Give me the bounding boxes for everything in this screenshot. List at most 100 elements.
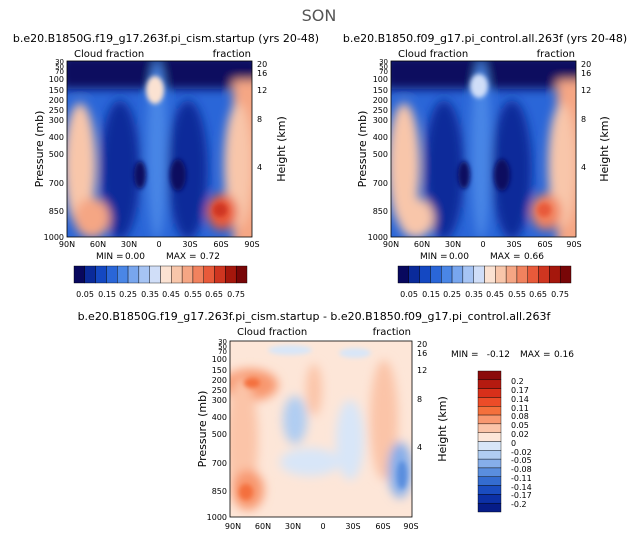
colorbar-label: 0.35: [465, 290, 483, 299]
colorbar-label: 0.75: [551, 290, 569, 299]
subsidence-core-north: [458, 161, 470, 189]
y-tick-label: 850: [373, 207, 388, 216]
max-label: MAX =: [520, 350, 551, 360]
y-tick-label: 1000: [44, 233, 64, 242]
y2-tick-label: 20: [581, 60, 591, 69]
y2-axis-label: Height (km): [598, 116, 611, 182]
y-tick-label: 100: [212, 355, 227, 364]
colorbar-swatch: [477, 370, 502, 381]
y-tick-label: 700: [212, 459, 227, 468]
colorbar-label: 0.05: [400, 290, 418, 299]
colorbar-swatch: [138, 265, 150, 284]
y-tick-label: 150: [373, 86, 388, 95]
y-tick-label: 30: [379, 58, 388, 66]
colorbar-swatch: [203, 265, 215, 284]
colorbar-label: -0.17: [511, 491, 532, 500]
x-tick-label: 30N: [445, 240, 461, 249]
colorbar-label: 0.35: [141, 290, 159, 299]
subsidence-core-north: [134, 161, 146, 189]
colorbar-label: 0.75: [227, 290, 245, 299]
colorbar-swatch: [477, 441, 502, 451]
colorbar-swatch: [477, 494, 502, 504]
colorbar-label: 0.05: [511, 421, 529, 430]
heatmap-field: [230, 341, 412, 517]
y2-axis-ticks: 20 16 12 8 4: [257, 60, 267, 172]
colorbar-swatch: [549, 265, 561, 284]
colorbar-swatch: [477, 423, 502, 433]
y-tick-label: 700: [373, 179, 388, 188]
colorbar-label: 0.08: [511, 412, 529, 421]
y-tick-label: 850: [49, 207, 64, 216]
plot-frame: [66, 60, 253, 238]
panel-title: b.e20.B1850G.f19_g17.263f.pi_cism.startu…: [78, 310, 552, 323]
colorbar-label: 0.55: [508, 290, 526, 299]
colorbar-label: 0.05: [76, 290, 94, 299]
heatmap-field: [391, 61, 576, 237]
y2-tick-label: 12: [581, 86, 591, 95]
y-tick-label: 200: [212, 376, 227, 385]
min-value: -0.12: [487, 350, 510, 360]
colorbar-swatch: [408, 265, 420, 284]
colorbar-swatch: [477, 485, 502, 495]
colorbar-swatch: [484, 265, 496, 284]
y-tick-label: 50: [218, 343, 227, 351]
y2-tick-label: 8: [417, 395, 422, 404]
subtropic-south-dry: [168, 100, 208, 237]
y-tick-label: 700: [49, 179, 64, 188]
colorbar-swatch: [397, 265, 410, 284]
colorbar-swatch: [171, 265, 183, 284]
plot-frame: [390, 60, 577, 238]
x-tick-label: 60S: [213, 240, 228, 249]
y-tick-label: 100: [49, 75, 64, 84]
colorbar-label: 0.2: [511, 377, 524, 386]
y-tick-label: 50: [379, 63, 388, 71]
southern-ocean-max: [537, 203, 551, 217]
y-axis-label: Pressure (mb): [33, 111, 46, 188]
y2-tick-label: 4: [417, 443, 422, 452]
colorbar-labels: 0.2 0.17 0.14 0.11 0.08 0.05 0.02 0 -0.0…: [511, 377, 532, 509]
min-max-readout: MIN = -0.12 MAX = 0.16: [451, 350, 574, 360]
x-tick-label: 90S: [244, 240, 259, 249]
y2-tick-label: 8: [581, 115, 586, 124]
y-tick-label: 1000: [368, 233, 388, 242]
colorbar-swatch: [477, 414, 502, 425]
y2-axis-label: Height (km): [275, 116, 288, 182]
x-tick-label: 60N: [90, 240, 106, 249]
panel-title: b.e20.B1850.f09_g17.pi_control.all.263f …: [343, 32, 627, 45]
y-tick-label: 250: [212, 386, 227, 395]
y-tick-label: 30: [55, 58, 64, 66]
colorbar-swatch: [477, 502, 502, 513]
colorbar-swatch: [192, 265, 204, 284]
x-tick-label: 30N: [285, 522, 301, 531]
min-label: MIN =: [96, 252, 124, 262]
northern-midlat: [67, 103, 96, 227]
colorbar-swatch: [73, 265, 86, 284]
x-tick-label: 90S: [566, 240, 581, 249]
colorbar-swatch: [84, 265, 96, 284]
colorbar-labels: 0.05 0.15 0.25 0.35 0.45 0.55 0.65 0.75: [76, 290, 245, 299]
colorbar-swatch: [95, 265, 107, 284]
colorbar: 0.05 0.15 0.25 0.35 0.45 0.55 0.65 0.75: [397, 265, 572, 299]
colorbar-swatch: [160, 265, 172, 284]
x-tick-label: 60N: [414, 240, 430, 249]
colorbar-swatch: [477, 458, 502, 469]
y-axis-ticks: 30 50 70 100 150 200 250 300 400 500 700…: [368, 58, 388, 242]
max-value: 0.72: [200, 252, 220, 262]
y-tick-label: 250: [49, 106, 64, 115]
southern-midlat: [224, 103, 252, 227]
season-title: SON: [302, 6, 337, 25]
colorbar-swatch: [477, 388, 502, 398]
y-tick-label: 400: [49, 133, 64, 142]
y2-axis-label: Height (km): [436, 396, 449, 462]
y2-tick-label: 4: [581, 163, 586, 172]
x-axis-ticks: 90N 60N 30N 0 30S 60S 90S: [383, 240, 582, 249]
northern-midlat: [391, 103, 420, 227]
left-label: Cloud fraction: [237, 327, 307, 338]
y2-axis-ticks: 20 16 12 8 4: [417, 340, 427, 452]
min-max-readout: MIN = 0.00 MAX = 0.72: [96, 252, 220, 262]
colorbar-swatch: [127, 265, 140, 284]
colorbar-label: 0.11: [511, 404, 529, 413]
subtropic-lower-negative: [280, 448, 340, 476]
colorbar-label: -0.14: [511, 483, 532, 492]
colorbar-swatch: [430, 265, 442, 284]
